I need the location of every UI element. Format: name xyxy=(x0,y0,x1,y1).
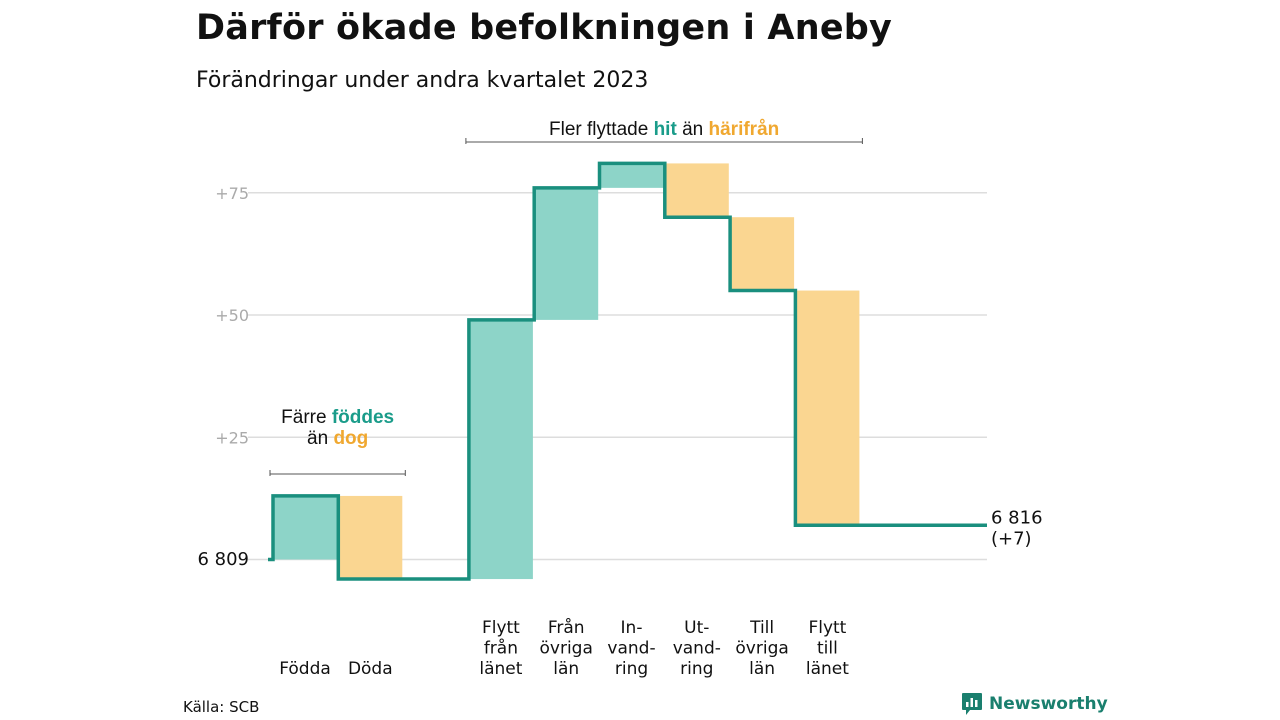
category-label: Flytt xyxy=(482,618,520,638)
waterfall-bar xyxy=(534,187,599,320)
category-label: Till xyxy=(749,618,774,638)
waterfall-bar xyxy=(273,495,337,560)
category-label: län xyxy=(749,659,775,679)
chart-title: Därför ökade befolkningen i Aneby xyxy=(196,8,893,48)
waterfall-bar xyxy=(730,217,795,291)
end-value-label: 6 816 xyxy=(991,507,1043,528)
waterfall-bar xyxy=(795,290,860,526)
category-label: övriga xyxy=(735,639,788,659)
category-label: In- xyxy=(621,618,643,638)
waterfall-bar xyxy=(338,495,403,580)
newsworthy-logo: Newsworthy xyxy=(961,692,1108,716)
annotation-text: än dog xyxy=(307,428,368,449)
category-label: vand- xyxy=(673,639,721,659)
waterfall-bar xyxy=(599,163,664,188)
annotation-text: Färre föddes xyxy=(281,407,394,428)
category-label: länet xyxy=(806,659,849,679)
annotation-text-segment: hit xyxy=(654,119,678,140)
category-label: Flytt xyxy=(808,618,846,638)
category-label: län xyxy=(553,659,579,679)
category-label: länet xyxy=(479,659,522,679)
waterfall-bar xyxy=(468,319,533,580)
category-label: övriga xyxy=(540,639,593,659)
annotation-text-segment: föddes xyxy=(332,407,394,428)
category-label: ring xyxy=(615,659,648,679)
annotation-text-segment: Fler flyttade xyxy=(549,119,654,140)
category-label: vand- xyxy=(607,639,655,659)
annotation-text-segment: Färre xyxy=(281,407,332,428)
annotation-text: Fler flyttade hit än härifrån xyxy=(549,119,779,140)
annotation-text-segment: dog xyxy=(333,428,368,449)
step-line xyxy=(268,161,987,581)
brand-name: Newsworthy xyxy=(989,694,1108,714)
waterfall-bar xyxy=(664,163,729,218)
category-label: Döda xyxy=(348,659,393,679)
source-note: Källa: SCB xyxy=(183,698,260,716)
category-label: ring xyxy=(680,659,713,679)
cumulative-line xyxy=(268,161,987,581)
y-tick-label: +75 xyxy=(215,184,249,203)
y-tick-label: +25 xyxy=(215,428,249,447)
category-label: till xyxy=(817,639,838,659)
category-label: Ut- xyxy=(684,618,709,638)
y-tick-label: +50 xyxy=(215,306,249,325)
category-label: Födda xyxy=(279,659,331,679)
category-label: Från xyxy=(548,617,585,638)
chart-subtitle: Förändringar under andra kvartalet 2023 xyxy=(196,68,649,93)
bar-chart-icon xyxy=(962,693,982,715)
annotation-text-segment: härifrån xyxy=(709,119,780,140)
value-labels: 6 809 6 816(+7) xyxy=(197,507,1042,570)
start-value-label: 6 809 xyxy=(197,549,249,570)
bars xyxy=(273,163,860,580)
annotation-text-segment: än xyxy=(307,428,333,449)
category-label: från xyxy=(484,638,518,659)
end-value-label: (+7) xyxy=(991,528,1032,549)
annotation-text-segment: än xyxy=(677,119,709,140)
category-labels: Födda DödaFlyttfrånlänetFrånövrigalänIn-v… xyxy=(279,617,849,679)
